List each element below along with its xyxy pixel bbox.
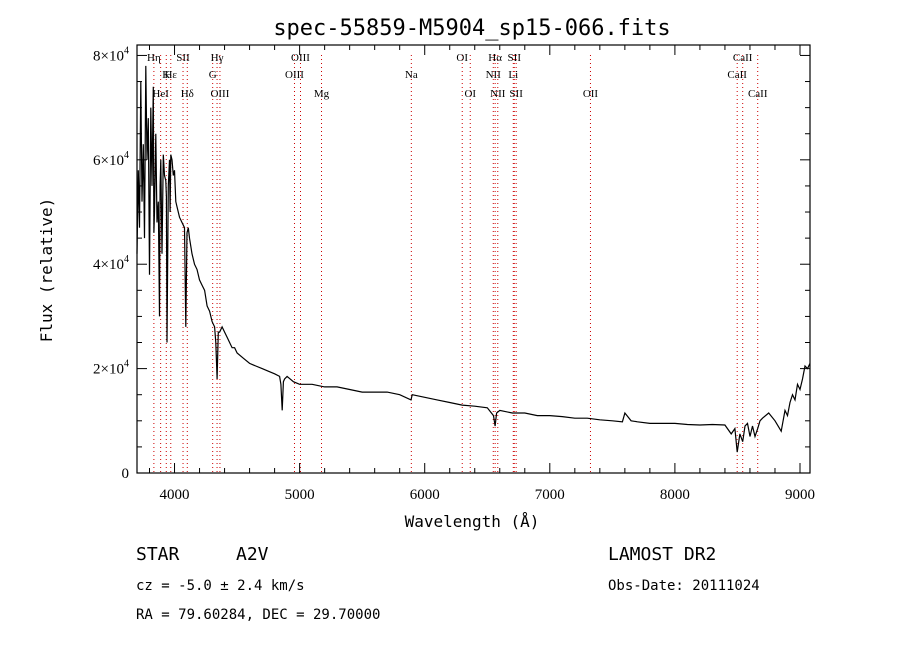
survey-name: LAMOST DR2: [608, 544, 716, 565]
line-label-19: NII: [490, 88, 506, 100]
line-label-21: OII: [583, 88, 599, 100]
y-axis-label: Flux (relative): [37, 198, 56, 343]
y-tick-label-3: 6×104: [93, 150, 129, 169]
y-tick-exponent-2: 4: [124, 254, 129, 265]
y-tick-mantissa-0: 0: [122, 466, 130, 482]
x-tick-label-0: 4000: [160, 487, 190, 503]
line-label-7: G: [209, 69, 217, 81]
x-axis-label: Wavelength (Å): [405, 512, 540, 531]
line-label-12: Na: [405, 69, 418, 81]
line-label-6: Hγ: [211, 52, 224, 64]
x-tick-label-3: 7000: [535, 487, 565, 503]
y-tick-label-4: 8×104: [93, 45, 129, 64]
plot-frame: [136, 44, 811, 474]
x-tick-label-1: 5000: [285, 487, 315, 503]
y-tick-mantissa-4: 8×10: [93, 48, 124, 64]
object-subclass: A2V: [236, 544, 269, 565]
line-label-22: CaII: [733, 52, 753, 64]
line-label-4: SII: [176, 52, 190, 64]
line-label-3: K: [162, 69, 170, 81]
spectral-line-markers: [153, 55, 759, 473]
line-label-13: OI: [456, 52, 468, 64]
line-label-14: OI: [464, 88, 476, 100]
line-label-16: SII: [508, 52, 522, 64]
line-label-10: OIII: [285, 69, 304, 81]
line-label-24: CaII: [748, 88, 768, 100]
line-label-17: NII: [486, 69, 502, 81]
redshift-info: cz = -5.0 ± 2.4 km/s: [136, 578, 305, 594]
y-tick-label-2: 4×104: [93, 254, 129, 273]
line-label-23: CaII: [727, 69, 747, 81]
y-tick-mantissa-2: 4×10: [93, 257, 124, 273]
x-tick-label-4: 8000: [660, 487, 690, 503]
y-tick-exponent-1: 4: [124, 359, 129, 370]
coordinates: RA = 79.60284, DEC = 29.70000: [136, 607, 380, 623]
line-label-8: OIII: [210, 88, 229, 100]
y-tick-mantissa-3: 6×10: [93, 153, 124, 169]
y-tick-label-1: 2×104: [93, 359, 129, 378]
y-tick-exponent-3: 4: [124, 150, 129, 161]
x-tick-label-2: 6000: [410, 487, 440, 503]
line-label-9: OIII: [291, 52, 310, 64]
object-class: STAR: [136, 544, 180, 565]
line-label-15: Hα: [488, 52, 502, 64]
line-label-1: Hε: [164, 69, 177, 81]
line-label-2: HeI: [152, 88, 169, 100]
line-label-18: Li: [508, 69, 518, 81]
line-label-11: Mg: [314, 88, 330, 100]
y-tick-label-0: 0: [122, 466, 130, 482]
y-tick-mantissa-1: 2×10: [93, 362, 124, 378]
line-label-5: Hδ: [181, 88, 194, 100]
x-tick-label-5: 9000: [785, 487, 815, 503]
line-label-20: SII: [509, 88, 523, 100]
y-tick-exponent-4: 4: [124, 45, 129, 56]
obs-date: Obs-Date: 20111024: [608, 578, 760, 594]
x-axis-ticks: 4000 5000 6000 7000 8000 9000: [149, 45, 815, 503]
chart-title: spec-55859-M5904_sp15-066.fits: [273, 16, 670, 41]
line-label-0: Hη: [147, 52, 161, 64]
spectrum-series: [136, 65, 811, 453]
